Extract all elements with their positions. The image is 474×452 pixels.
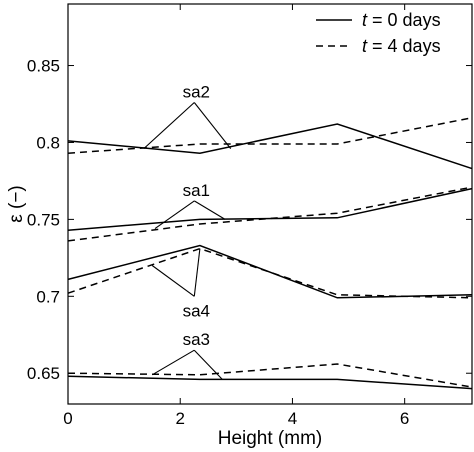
legend-label-solid: t = 0 days	[362, 10, 441, 30]
x-tick-label: 4	[288, 409, 297, 428]
annotation-label-sa2: sa2	[183, 83, 210, 102]
series-line-sa4-dashed	[67, 247, 473, 299]
y-tick-label: 0.65	[27, 364, 60, 383]
annotation-pointer-sa4-1	[193, 248, 201, 297]
legend: t = 0 days t = 4 days	[316, 10, 441, 56]
annotation-pointer-sa4-0	[151, 265, 195, 297]
y-axis-label: ε (−)	[6, 185, 27, 223]
annotation-pointer-sa2-1	[193, 102, 232, 149]
x-tick-label: 0	[63, 409, 72, 428]
legend-label-dashed: t = 4 days	[362, 36, 441, 56]
annotation-pointer-sa2-0	[143, 102, 195, 150]
annotation-label-sa3: sa3	[183, 330, 210, 349]
axis-ticks: 0 2 4 6 0.65 0.7 0.75 0.8 0.85	[27, 4, 472, 428]
series-line-sa2-solid	[67, 123, 473, 170]
x-tick-label: 2	[175, 409, 184, 428]
y-tick-label: 0.85	[27, 57, 60, 76]
annotation-pointer-sa3-0	[151, 349, 195, 376]
annotation-pointer-sa1-1	[194, 200, 226, 220]
annotations: sa2 sa1 sa4 sa3	[143, 83, 232, 380]
series-line-sa4-solid	[67, 244, 473, 299]
series-line-sa3-solid	[67, 375, 473, 390]
x-axis-label: Height (mm)	[218, 428, 323, 449]
y-tick-label: 0.75	[27, 210, 60, 229]
series-lines	[67, 117, 473, 390]
y-tick-label: 0.7	[36, 287, 60, 306]
annotation-pointer-sa1-0	[154, 200, 195, 230]
annotation-label-sa1: sa1	[183, 181, 210, 200]
annotation-pointer-sa3-1	[193, 349, 223, 380]
series-line-sa1-solid	[67, 187, 473, 231]
plot-area-frame	[67, 3, 473, 405]
series-line-sa3-dashed	[67, 363, 473, 388]
x-tick-label: 6	[400, 409, 409, 428]
series-line-sa2-dashed	[67, 117, 473, 154]
series-line-sa1-dashed	[67, 186, 473, 242]
annotation-label-sa4: sa4	[183, 301, 210, 320]
y-tick-label: 0.8	[36, 133, 60, 152]
